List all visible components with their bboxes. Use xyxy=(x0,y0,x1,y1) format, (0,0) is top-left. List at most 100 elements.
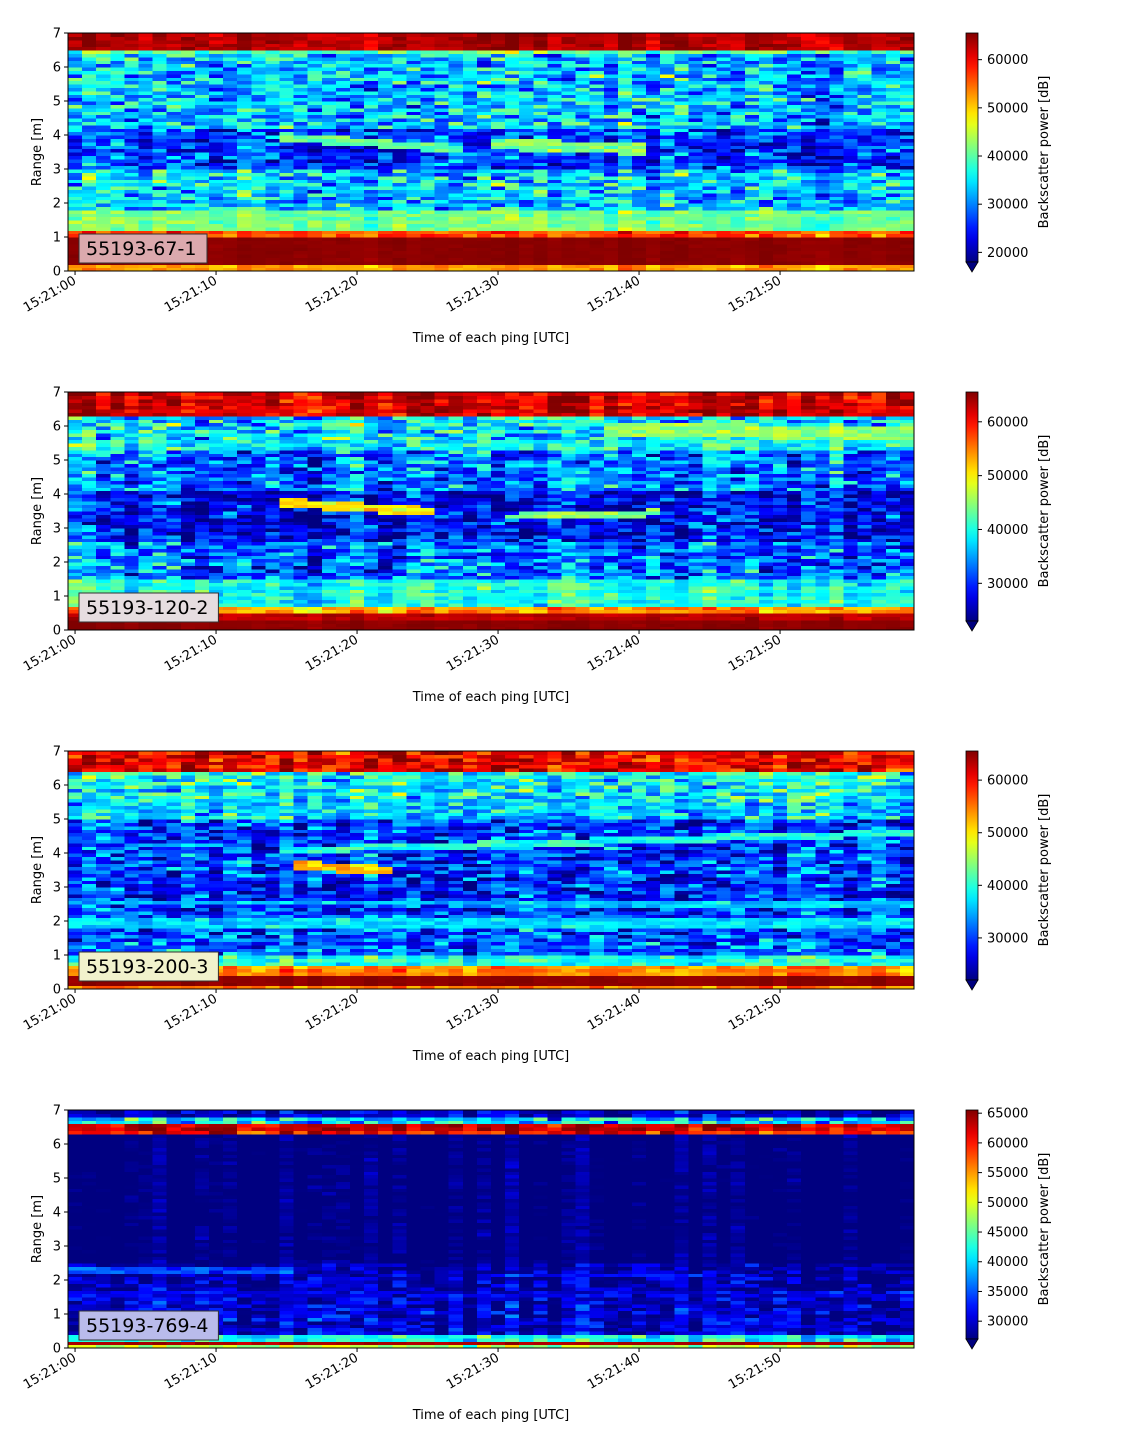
heatmap-cell xyxy=(392,247,407,252)
heatmap-cell xyxy=(773,206,788,211)
heatmap-cell xyxy=(124,165,140,170)
heatmap-cell xyxy=(744,196,760,201)
heatmap-cell xyxy=(406,131,422,136)
heatmap-cell xyxy=(124,199,140,204)
heatmap-cell xyxy=(547,264,563,269)
heatmap-cell xyxy=(406,209,422,214)
heatmap-cell xyxy=(646,216,661,221)
heatmap-cell xyxy=(124,152,140,156)
heatmap-cell xyxy=(124,203,140,207)
heatmap-cell xyxy=(899,216,915,221)
heatmap-cell xyxy=(519,237,534,241)
heatmap-cell xyxy=(462,175,478,180)
heatmap-cell xyxy=(364,203,379,207)
heatmap-cell xyxy=(307,182,323,187)
heatmap-cell xyxy=(166,230,182,235)
heatmap-cell xyxy=(335,138,351,143)
heatmap-cell xyxy=(758,131,774,136)
heatmap-cell xyxy=(180,148,196,153)
heatmap-cell xyxy=(674,186,689,190)
heatmap-cell xyxy=(448,196,464,201)
heatmap-cell xyxy=(152,213,168,218)
y-tick-label: 3 xyxy=(53,163,61,178)
heatmap-cell xyxy=(448,250,464,255)
heatmap-cell xyxy=(321,199,337,204)
heatmap-cell xyxy=(279,230,295,235)
heatmap-cell xyxy=(716,264,732,269)
heatmap-cell xyxy=(194,186,210,190)
heatmap-cell xyxy=(589,260,605,265)
heatmap-cell xyxy=(716,240,732,245)
heatmap-cell xyxy=(533,264,548,269)
heatmap-cell xyxy=(180,206,196,211)
heatmap-cell xyxy=(787,192,802,197)
heatmap-cell xyxy=(688,33,704,37)
heatmap-cell xyxy=(857,162,873,167)
heatmap-cell xyxy=(674,192,689,197)
heatmap-cell xyxy=(307,138,323,143)
heatmap-cell xyxy=(96,162,111,167)
heatmap-cell xyxy=(603,152,619,156)
heatmap-cell xyxy=(448,206,464,211)
heatmap-cell xyxy=(448,182,464,187)
heatmap-cell xyxy=(209,240,224,245)
heatmap-cell xyxy=(420,247,436,252)
heatmap-cell xyxy=(321,260,337,265)
heatmap-cell xyxy=(547,213,563,218)
heatmap-cell xyxy=(491,254,506,258)
heatmap-cell xyxy=(307,257,323,262)
heatmap-cell xyxy=(815,213,830,218)
heatmap-cell xyxy=(350,250,365,255)
heatmap-cell xyxy=(434,216,450,221)
heatmap-cell xyxy=(533,216,548,221)
heatmap-cell xyxy=(773,199,788,204)
heatmap-cell xyxy=(632,230,647,235)
heatmap-cell xyxy=(744,203,760,207)
heatmap-cell xyxy=(448,209,464,214)
heatmap-cell xyxy=(420,138,436,143)
heatmap-cell xyxy=(674,237,689,241)
heatmap-cell xyxy=(773,152,788,156)
heatmap-cell xyxy=(660,223,675,228)
heatmap-cell xyxy=(68,162,83,167)
heatmap-cell xyxy=(138,213,154,218)
heatmap-cell xyxy=(307,131,323,136)
heatmap-cell xyxy=(702,209,718,214)
heatmap-cell xyxy=(209,141,224,146)
heatmap-cell xyxy=(589,264,605,269)
heatmap-cell xyxy=(462,152,478,156)
heatmap-cell xyxy=(251,148,266,153)
heatmap-cell xyxy=(293,189,309,194)
heatmap-cell xyxy=(688,237,704,241)
heatmap-cell xyxy=(801,250,816,255)
heatmap-cell xyxy=(632,145,647,150)
heatmap-cell xyxy=(519,267,534,272)
heatmap-cell xyxy=(617,250,633,255)
heatmap-cell xyxy=(674,158,689,163)
heatmap-cell xyxy=(773,230,788,235)
heatmap-cell xyxy=(462,165,478,170)
heatmap-cell xyxy=(688,162,704,167)
heatmap-cell xyxy=(68,260,83,265)
heatmap-cell xyxy=(632,223,647,228)
heatmap-cell xyxy=(674,247,689,252)
heatmap-cell xyxy=(194,152,210,156)
heatmap-cell xyxy=(716,199,732,204)
heatmap-cell xyxy=(646,182,661,187)
heatmap-cell xyxy=(392,186,407,190)
heatmap-cell xyxy=(166,226,182,231)
heatmap-cell xyxy=(561,148,577,153)
heatmap-cell xyxy=(519,141,534,146)
heatmap-cell xyxy=(350,209,365,214)
heatmap-cell xyxy=(434,182,450,187)
heatmap-cell xyxy=(265,220,281,224)
heatmap-cell xyxy=(209,189,224,194)
heatmap-cell xyxy=(82,220,97,224)
heatmap-cell xyxy=(82,189,97,194)
heatmap-cell xyxy=(152,196,168,201)
heatmap-cell xyxy=(617,33,633,37)
heatmap-cell xyxy=(603,165,619,170)
heatmap-cell xyxy=(293,233,309,238)
heatmap-cell xyxy=(660,172,675,177)
heatmap-cell xyxy=(702,206,718,211)
